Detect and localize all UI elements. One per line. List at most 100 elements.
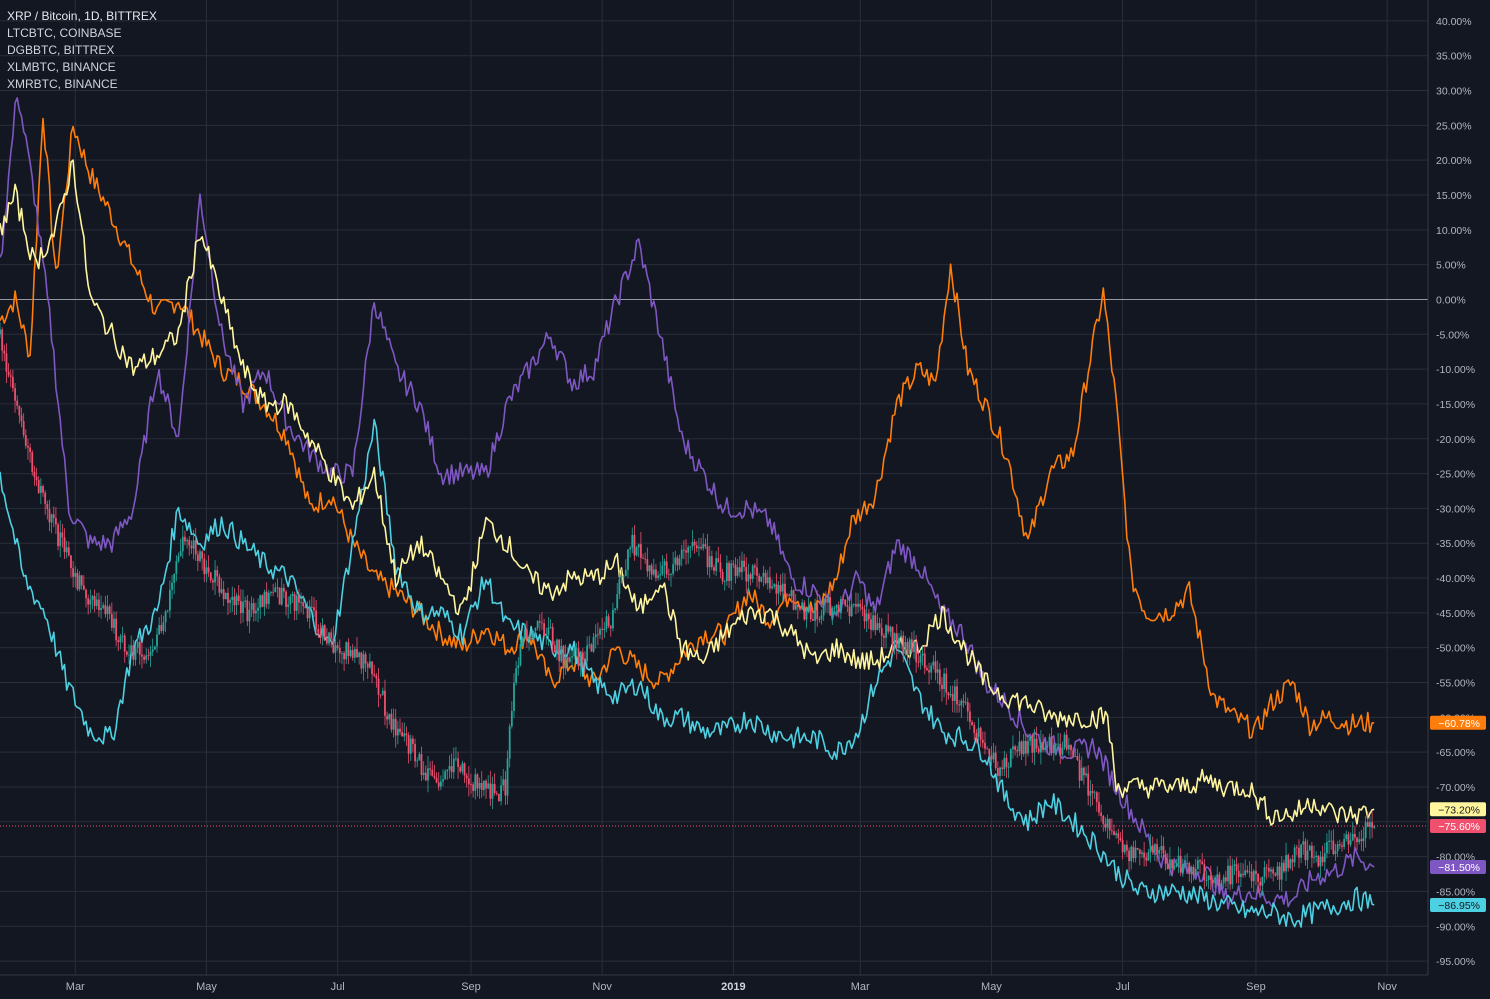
candle-body [384, 690, 386, 716]
candle-body [1259, 881, 1262, 886]
candle-body [1203, 864, 1206, 881]
candle-body [1298, 847, 1300, 858]
candle-body [855, 603, 857, 607]
candle-body [1160, 845, 1163, 850]
candle-body [214, 570, 216, 583]
candle-body [143, 656, 145, 660]
candle-body [515, 668, 518, 683]
candle-body [852, 603, 855, 605]
candle-body [113, 618, 115, 628]
legend-series-dgbbtc[interactable]: DGBBTC, BITTREX [7, 43, 115, 57]
candle-body [61, 532, 64, 538]
candle-body [315, 610, 318, 629]
legend: XRP / Bitcoin, 1D, BITTREX LTCBTC, COINB… [7, 8, 157, 93]
candle-body [764, 572, 767, 584]
candle-body [5, 353, 8, 372]
candle-body [973, 725, 976, 733]
candle-body [300, 602, 302, 603]
candle-body [220, 589, 223, 593]
candle-body [491, 783, 494, 799]
candle-body [325, 638, 328, 644]
candle-body [528, 638, 530, 640]
candle-body [465, 775, 468, 779]
candle-body [495, 792, 498, 794]
candle-body [1233, 864, 1236, 866]
candle-body [1351, 833, 1354, 841]
candle-body [1029, 736, 1032, 741]
candle-body [601, 629, 604, 631]
candle-body [427, 768, 429, 781]
candle-body [809, 606, 812, 620]
candle-body [429, 768, 432, 770]
candle-body [573, 649, 576, 657]
candle-body [1212, 879, 1214, 884]
candle-body [747, 574, 750, 582]
candle-body [1078, 759, 1081, 781]
legend-series-ltcbtc[interactable]: LTCBTC, COINBASE [7, 26, 122, 40]
candle-body [1192, 867, 1195, 876]
candle-body [1227, 865, 1229, 882]
candle-body [1341, 845, 1343, 847]
candle-body [1345, 834, 1348, 840]
candle-body [119, 636, 122, 643]
x-tick-label: May [981, 981, 1002, 993]
y-tick-label: 0.00% [1436, 294, 1466, 306]
candle-body [992, 752, 995, 760]
candle-body [379, 694, 382, 696]
candle-body [994, 752, 997, 769]
candle-body [661, 565, 664, 575]
candle-body [620, 576, 623, 580]
candle-body [644, 558, 647, 560]
candle-body [734, 564, 737, 576]
candle-body [289, 596, 292, 605]
candle-body [476, 774, 479, 789]
y-tick-label: 35.00% [1436, 51, 1472, 63]
candle-body [1020, 741, 1023, 755]
candle-body [76, 572, 79, 590]
candle-body [943, 673, 946, 690]
candle-body [816, 602, 819, 620]
candle-body [48, 509, 51, 523]
candle-body [534, 627, 537, 631]
candle-body [736, 567, 739, 576]
candle-body [1115, 833, 1118, 836]
candle-body [1037, 748, 1040, 753]
candle-body [584, 660, 586, 662]
candle-body [463, 763, 466, 776]
candle-body [760, 576, 763, 582]
candle-body [1358, 839, 1361, 843]
candle-body [1166, 864, 1169, 870]
legend-series-xmrbtc[interactable]: XMRBTC, BINANCE [7, 77, 118, 91]
candle-body [749, 574, 752, 579]
y-tick-label: 20.00% [1436, 155, 1472, 167]
candle-body [498, 793, 500, 802]
candle-body [807, 606, 810, 610]
candle-body [12, 376, 14, 389]
candle-body [205, 567, 208, 575]
candle-body [867, 613, 870, 620]
legend-series-xlmbtc[interactable]: XLMBTC, BINANCE [7, 60, 116, 74]
candle-body [0, 329, 1, 335]
price-badge-ltcbtc [1430, 715, 1486, 730]
candle-body [123, 635, 126, 652]
candle-body [1283, 862, 1285, 872]
candle-body [168, 589, 171, 611]
candle-body [360, 652, 363, 669]
candle-body [923, 653, 926, 669]
candle-body [547, 627, 550, 635]
candle-body [276, 587, 279, 589]
candle-body [820, 615, 823, 620]
candle-body [1306, 850, 1309, 861]
candle-body [349, 650, 352, 657]
candle-body [1289, 859, 1292, 868]
legend-main-symbol[interactable]: XRP / Bitcoin, 1D, BITTREX [7, 9, 157, 23]
candle-body [579, 652, 582, 667]
candle-body [1, 329, 4, 351]
candle-body [1246, 870, 1249, 873]
candle-body [756, 567, 758, 576]
candle-body [850, 604, 853, 617]
candle-body [470, 784, 472, 786]
candle-body [857, 603, 859, 607]
candle-body [1373, 825, 1376, 828]
